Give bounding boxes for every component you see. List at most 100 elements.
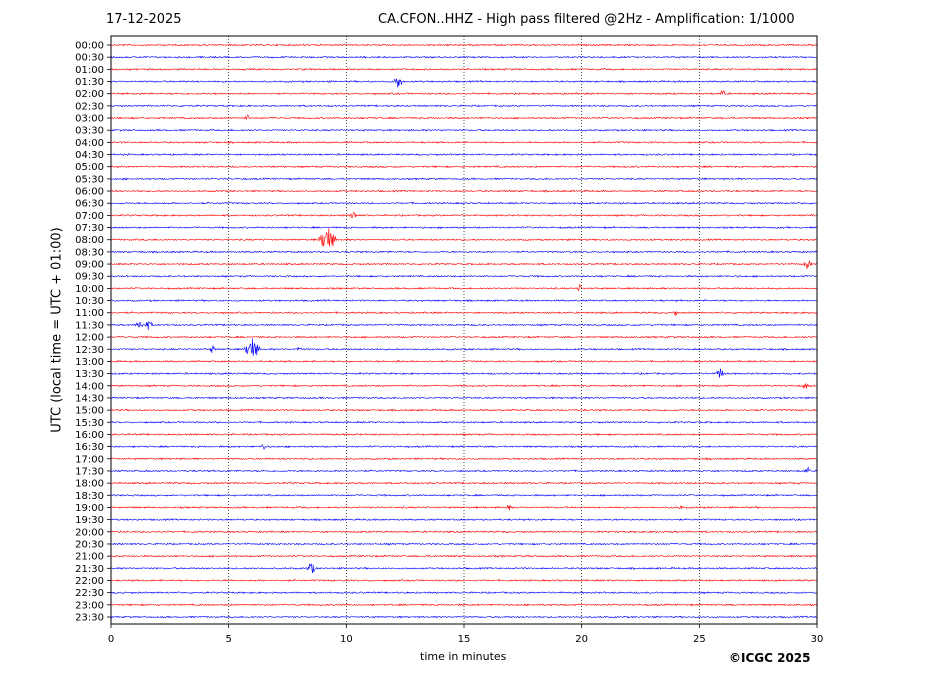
trace-20:00 — [110, 530, 817, 534]
trace-18:00 — [110, 481, 817, 485]
y-tick-label-05:30: 05:30 — [75, 174, 104, 185]
trace-07:00 — [110, 212, 817, 219]
trace-19:30 — [110, 518, 817, 522]
trace-02:00 — [110, 90, 817, 96]
copyright-label: ©ICGC 2025 — [729, 651, 811, 665]
trace-23:30 — [110, 615, 817, 619]
y-tick-label-07:30: 07:30 — [75, 223, 104, 234]
trace-03:00 — [110, 114, 817, 121]
trace-11:30 — [110, 321, 817, 331]
y-tick-label-13:30: 13:30 — [75, 369, 104, 380]
trace-12:30 — [110, 338, 817, 356]
y-tick-label-22:30: 22:30 — [75, 588, 104, 599]
trace-08:30 — [110, 250, 817, 254]
trace-16:30 — [110, 443, 817, 450]
y-tick-label-23:30: 23:30 — [75, 612, 104, 623]
y-tick-label-10:00: 10:00 — [75, 284, 104, 295]
y-tick-label-03:00: 03:00 — [75, 114, 104, 125]
trace-14:30 — [110, 396, 817, 400]
trace-03:30 — [110, 128, 817, 132]
y-tick-label-14:30: 14:30 — [75, 393, 104, 404]
y-tick-label-05:00: 05:00 — [75, 162, 104, 173]
trace-04:00 — [110, 140, 817, 145]
y-tick-label-14:00: 14:00 — [75, 381, 104, 392]
trace-10:30 — [110, 299, 817, 303]
y-tick-label-19:00: 19:00 — [75, 503, 104, 514]
trace-23:00 — [110, 603, 817, 607]
y-tick-label-10:30: 10:30 — [75, 296, 104, 307]
y-tick-label-13:00: 13:00 — [75, 357, 104, 368]
y-tick-label-00:30: 00:30 — [75, 53, 104, 64]
y-tick-label-08:30: 08:30 — [75, 247, 104, 258]
trace-00:30 — [110, 55, 817, 59]
y-tick-label-07:00: 07:00 — [75, 211, 104, 222]
trace-02:30 — [110, 104, 817, 108]
trace-12:00 — [110, 335, 817, 339]
trace-05:30 — [110, 177, 817, 181]
y-tick-label-12:30: 12:30 — [75, 345, 104, 356]
trace-13:30 — [110, 368, 817, 378]
date-label: 17-12-2025 — [106, 12, 182, 27]
y-tick-label-22:00: 22:00 — [75, 576, 104, 587]
chart-title: CA.CFON..HHZ - High pass filtered @2Hz -… — [378, 12, 795, 27]
trace-16:00 — [110, 432, 817, 436]
y-tick-label-23:00: 23:00 — [75, 600, 104, 611]
x-axis-ticks: 0 5 10 15 20 25 30 — [108, 624, 823, 645]
y-tick-label-02:00: 02:00 — [75, 89, 104, 100]
trace-11:00 — [110, 310, 817, 316]
y-tick-label-11:00: 11:00 — [75, 308, 104, 319]
trace-07:30 — [110, 225, 817, 230]
x-tick-label-20: 20 — [575, 634, 588, 645]
y-tick-label-15:30: 15:30 — [75, 418, 104, 429]
y-tick-label-09:30: 09:30 — [75, 272, 104, 283]
y-tick-label-01:00: 01:00 — [75, 65, 104, 76]
y-tick-label-03:30: 03:30 — [75, 126, 104, 137]
trace-01:00 — [110, 67, 817, 71]
x-tick-label-25: 25 — [693, 634, 706, 645]
y-tick-label-08:00: 08:00 — [75, 235, 104, 246]
trace-10:00 — [110, 283, 817, 292]
y-tick-label-21:00: 21:00 — [75, 552, 104, 563]
trace-09:30 — [110, 274, 817, 278]
seismic-traces — [110, 43, 817, 619]
trace-01:30 — [110, 78, 817, 88]
y-tick-label-18:00: 18:00 — [75, 479, 104, 490]
trace-17:00 — [110, 457, 817, 461]
y-tick-label-06:30: 06:30 — [75, 199, 104, 210]
trace-21:30 — [110, 563, 817, 574]
grid-lines — [228, 36, 700, 624]
x-axis-label: time in minutes — [420, 650, 507, 663]
y-tick-label-12:00: 12:00 — [75, 333, 104, 344]
x-tick-label-5: 5 — [225, 634, 231, 645]
y-axis-label: UTC (local time = UTC + 01:00) — [49, 227, 65, 433]
trace-04:30 — [110, 152, 817, 157]
x-tick-label-15: 15 — [458, 634, 471, 645]
y-tick-label-20:30: 20:30 — [75, 539, 104, 550]
y-tick-label-04:30: 04:30 — [75, 150, 104, 161]
y-tick-label-19:30: 19:30 — [75, 515, 104, 526]
trace-22:30 — [110, 590, 817, 595]
trace-06:30 — [110, 201, 817, 205]
y-tick-label-00:00: 00:00 — [75, 41, 104, 52]
trace-06:00 — [110, 189, 817, 193]
trace-05:00 — [110, 165, 817, 169]
y-tick-label-17:30: 17:30 — [75, 466, 104, 477]
y-tick-label-15:00: 15:00 — [75, 406, 104, 417]
trace-22:00 — [110, 578, 817, 582]
trace-09:00 — [110, 260, 817, 269]
trace-17:30 — [110, 466, 817, 473]
trace-15:30 — [110, 420, 817, 424]
y-tick-label-02:30: 02:30 — [75, 101, 104, 112]
y-tick-label-09:00: 09:00 — [75, 260, 104, 271]
trace-14:00 — [110, 383, 817, 389]
y-tick-label-06:00: 06:00 — [75, 187, 104, 198]
y-tick-label-21:30: 21:30 — [75, 564, 104, 575]
trace-00:00 — [110, 43, 817, 47]
trace-13:00 — [110, 359, 817, 363]
y-tick-label-16:30: 16:30 — [75, 442, 104, 453]
y-tick-label-20:00: 20:00 — [75, 527, 104, 538]
trace-08:00 — [110, 228, 817, 247]
y-tick-label-04:00: 04:00 — [75, 138, 104, 149]
